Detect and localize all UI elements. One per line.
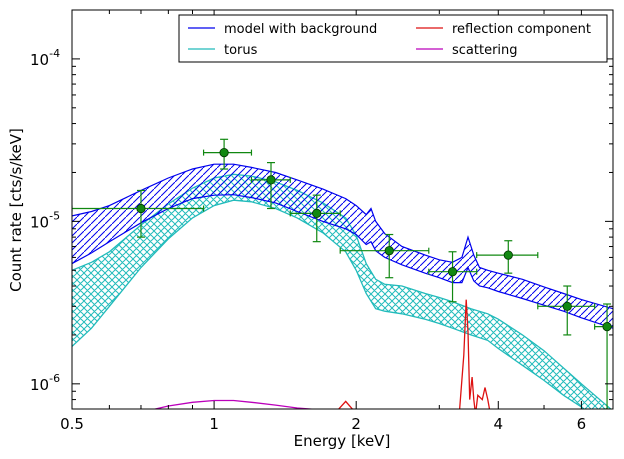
y-tick-label: 10-4 [30,47,60,69]
data-marker [503,250,513,260]
legend: model with background reflection compone… [178,14,608,63]
x-axis-label: Energy [keV] [294,432,391,450]
x-tick-label: 4 [494,415,504,433]
data-point-0 [72,189,205,238]
data-marker [219,148,229,158]
y-tick-label: 10-5 [30,209,60,231]
y-tick-exponent: -4 [49,47,60,60]
plot-frame [71,9,614,410]
data-point-5 [428,251,478,303]
data-point-8 [594,303,613,409]
data-marker [384,246,394,256]
legend-label-model: model with background [224,22,377,37]
data-points [72,138,613,409]
data-point-1 [202,138,253,170]
x-tick-label: 1 [209,415,219,433]
plot-area [72,163,613,409]
y-axis-label: Count rate [cts/s/keV] [7,128,25,292]
torus-lower-line [72,199,585,409]
data-point-6 [476,240,539,274]
legend-label-scattering: scattering [452,43,518,58]
data-point-3 [289,194,341,243]
data-marker [312,208,322,218]
scattering-line [152,399,319,409]
legend-label-torus: torus [224,43,258,58]
data-marker [447,267,458,277]
y-tick-labels: 10-6 10-5 10-4 [30,47,60,394]
data-marker [562,301,572,311]
y-tick-label: 10-6 [30,372,60,394]
reflection-line [337,299,491,409]
model-upper-line [72,163,613,310]
legend-box [178,14,608,63]
x-tick-label: 0.5 [60,415,84,433]
data-marker [602,322,612,332]
axis-ticks [71,9,614,410]
x-tick-label: 2 [351,415,361,433]
y-tick-exponent: -5 [49,209,60,222]
x-tick-label: 6 [577,415,587,433]
legend-label-reflection: reflection component [452,22,591,37]
y-tick-exponent: -6 [49,372,60,385]
data-point-4 [339,233,430,279]
x-tick-labels: 0.5 1 2 4 6 [60,415,586,433]
data-marker [266,175,276,185]
data-point-2 [250,162,291,210]
data-point-7 [537,285,596,336]
data-marker [136,203,146,214]
